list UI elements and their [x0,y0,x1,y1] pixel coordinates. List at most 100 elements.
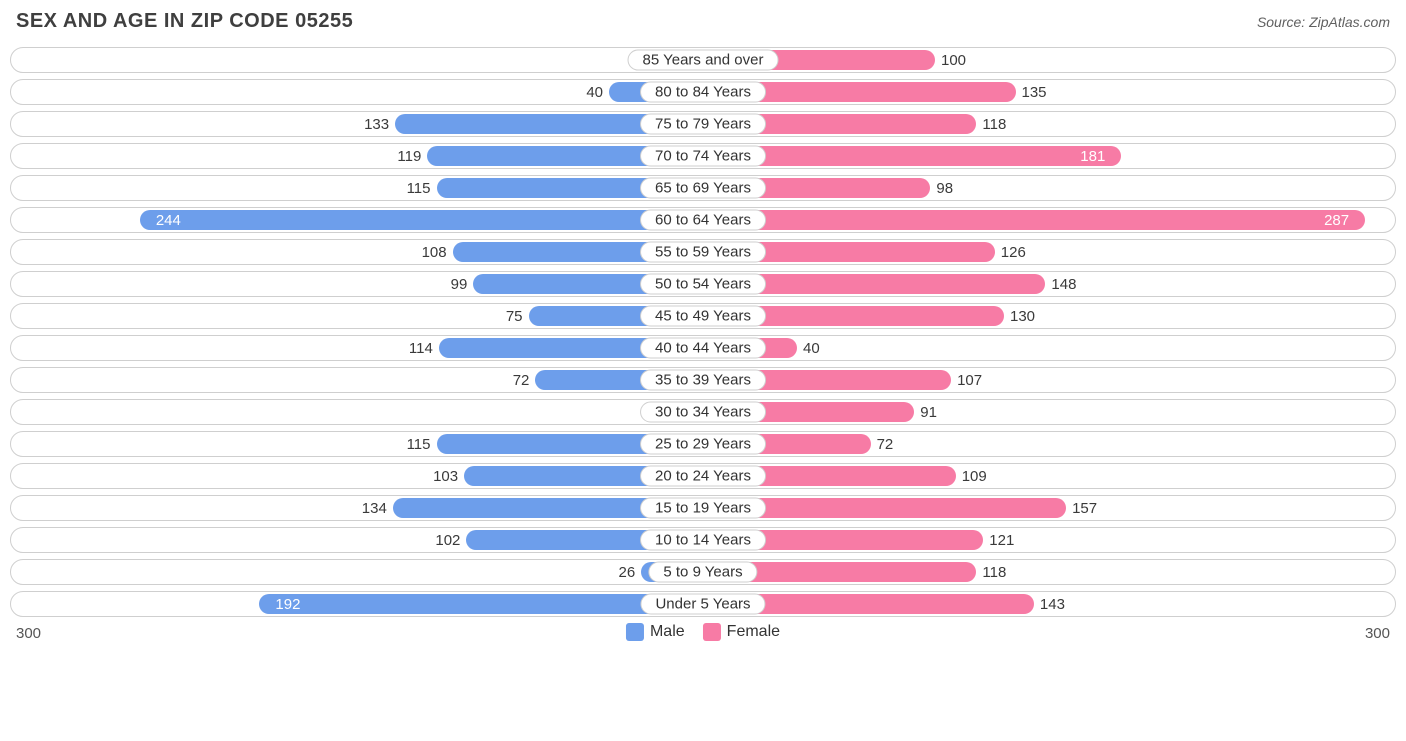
female-value: 72 [871,436,900,453]
female-half: 72 [703,432,1393,456]
female-half: 130 [703,304,1393,328]
age-group-label: 5 to 9 Years [648,562,757,583]
female-half: 121 [703,528,1393,552]
chart-row: 119 181 70 to 74 Years [10,143,1396,169]
male-half: 75 [13,304,703,328]
male-value: 102 [429,532,466,549]
male-half: 114 [13,336,703,360]
female-value: 130 [1004,308,1041,325]
age-group-label: 45 to 49 Years [640,306,766,327]
chart-frame: SEX AND AGE IN ZIP CODE 05255 Source: Zi… [0,0,1406,741]
age-group-label: 60 to 64 Years [640,210,766,231]
female-half: 135 [703,80,1393,104]
female-value: 118 [976,116,1012,133]
chart-row: 102 121 10 to 14 Years [10,527,1396,553]
male-value: 40 [580,84,609,101]
legend: Male Female [626,623,780,641]
chart-row: 1510085 Years and over [10,47,1396,73]
chart-row: 1159865 to 69 Years [10,175,1396,201]
chart-footer: 300 300 Male Female [10,623,1396,651]
male-half: 40 [13,80,703,104]
male-value: 75 [500,308,529,325]
age-group-label: 70 to 74 Years [640,146,766,167]
female-value: 157 [1066,500,1103,517]
header: SEX AND AGE IN ZIP CODE 05255 Source: Zi… [10,6,1396,41]
male-half: 26 [13,560,703,584]
female-value: 143 [1034,596,1071,613]
male-value: 115 [401,436,437,453]
female-value: 135 [1016,84,1053,101]
female-half: 126 [703,240,1393,264]
male-half: 115 [13,176,703,200]
chart-row: 261185 to 9 Years [10,559,1396,585]
age-group-label: 15 to 19 Years [640,498,766,519]
male-half: 119 [13,144,703,168]
age-group-label: Under 5 Years [640,594,765,615]
male-half: 102 [13,528,703,552]
age-group-label: 75 to 79 Years [640,114,766,135]
female-half: 40 [703,336,1393,360]
female-half: 157 [703,496,1393,520]
chart-row: 114 40 40 to 44 Years [10,335,1396,361]
age-group-label: 20 to 24 Years [640,466,766,487]
axis-max-left: 300 [16,625,41,642]
chart-row: 244 287 60 to 64 Years [10,207,1396,233]
legend-swatch-male [626,623,644,641]
male-value: 133 [358,116,395,133]
male-half: 15 [13,48,703,72]
chart-row: 10310920 to 24 Years [10,463,1396,489]
male-value: 108 [416,244,453,261]
female-half: 148 [703,272,1393,296]
female-value: 148 [1045,276,1082,293]
male-value: 244 [150,212,187,229]
male-bar: 244 [140,210,701,230]
female-half: 118 [703,112,1393,136]
chart-row: 75 130 45 to 49 Years [10,303,1396,329]
male-bar: 192 [259,594,701,614]
age-group-label: 55 to 59 Years [640,242,766,263]
female-value: 181 [1074,148,1111,165]
legend-label-male: Male [650,623,685,641]
age-group-label: 40 to 44 Years [640,338,766,359]
female-value: 98 [930,180,959,197]
male-value: 99 [445,276,474,293]
male-half: 133 [13,112,703,136]
male-half: 244 [13,208,703,232]
female-half: 91 [703,400,1393,424]
female-half: 109 [703,464,1393,488]
axis-max-right: 300 [1365,625,1390,642]
male-value: 192 [269,596,306,613]
female-value: 287 [1318,212,1355,229]
legend-label-female: Female [727,623,780,641]
chart-row: 40 135 80 to 84 Years [10,79,1396,105]
female-bar: 181 [705,146,1121,166]
female-half: 118 [703,560,1393,584]
female-value: 40 [797,340,826,357]
female-value: 126 [995,244,1032,261]
age-group-label: 50 to 54 Years [640,274,766,295]
female-half: 98 [703,176,1393,200]
male-value: 115 [401,180,437,197]
age-group-label: 10 to 14 Years [640,530,766,551]
female-value: 121 [983,532,1020,549]
female-half: 287 [703,208,1393,232]
legend-male: Male [626,623,685,641]
female-value: 109 [956,468,993,485]
chart-row: 192 143 Under 5 Years [10,591,1396,617]
female-value: 100 [935,52,972,69]
male-half: 134 [13,496,703,520]
male-half: 115 [13,432,703,456]
age-group-label: 35 to 39 Years [640,370,766,391]
female-half: 181 [703,144,1393,168]
male-half: 108 [13,240,703,264]
chart-row: 134 157 15 to 19 Years [10,495,1396,521]
male-value: 134 [356,500,393,517]
female-half: 143 [703,592,1393,616]
male-half: 99 [13,272,703,296]
male-value: 119 [391,148,427,165]
male-half: 13 [13,400,703,424]
age-group-label: 80 to 84 Years [640,82,766,103]
female-bar: 287 [705,210,1365,230]
chart-source: Source: ZipAtlas.com [1257,14,1390,30]
chart-row: 99 148 50 to 54 Years [10,271,1396,297]
